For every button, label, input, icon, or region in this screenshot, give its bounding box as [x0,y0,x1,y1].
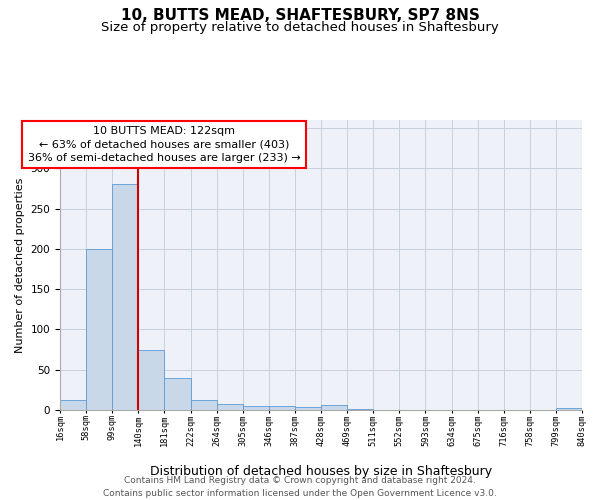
Bar [347,409,373,410]
Bar [112,184,139,410]
Bar [139,350,164,410]
Bar [556,408,582,410]
Y-axis label: Number of detached properties: Number of detached properties [15,178,25,352]
Text: Distribution of detached houses by size in Shaftesbury: Distribution of detached houses by size … [150,464,492,477]
Text: Size of property relative to detached houses in Shaftesbury: Size of property relative to detached ho… [101,21,499,34]
Bar [269,406,295,410]
Bar [191,400,217,410]
Bar [86,249,112,410]
Text: 10 BUTTS MEAD: 122sqm
← 63% of detached houses are smaller (403)
36% of semi-det: 10 BUTTS MEAD: 122sqm ← 63% of detached … [28,126,301,163]
Bar [164,378,191,410]
Bar [60,400,86,410]
Bar [242,406,269,410]
Text: 10, BUTTS MEAD, SHAFTESBURY, SP7 8NS: 10, BUTTS MEAD, SHAFTESBURY, SP7 8NS [121,8,479,22]
Bar [217,404,243,410]
Text: Contains HM Land Registry data © Crown copyright and database right 2024.
Contai: Contains HM Land Registry data © Crown c… [103,476,497,498]
Bar [295,407,321,410]
Bar [321,405,347,410]
